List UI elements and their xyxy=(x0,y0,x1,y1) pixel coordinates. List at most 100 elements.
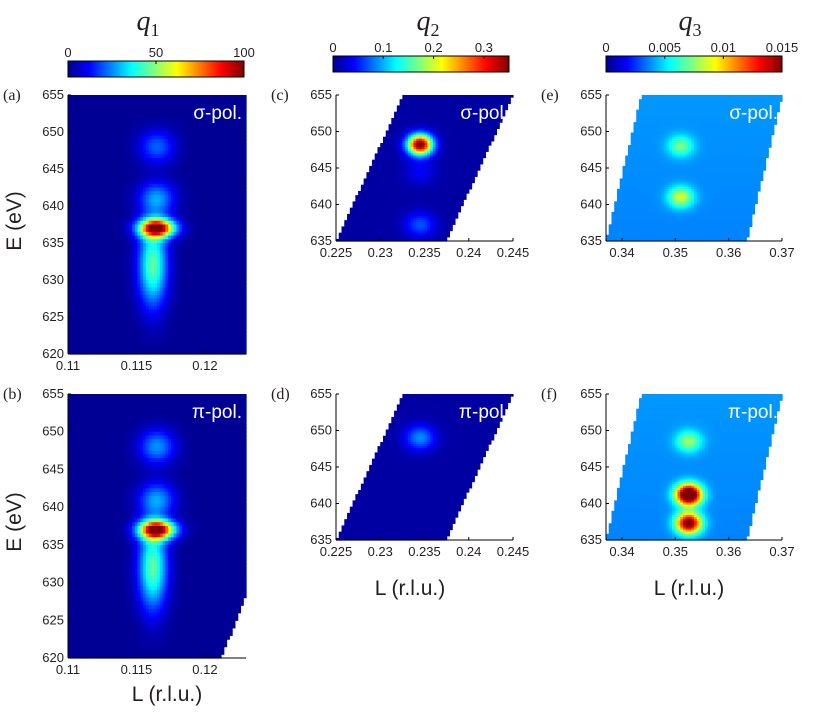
heatmap-cell xyxy=(201,231,205,237)
heatmap-cell xyxy=(176,261,180,266)
heatmap-cell xyxy=(90,187,94,192)
heatmap-cell xyxy=(120,257,125,263)
heatmap-cell xyxy=(68,302,72,307)
heatmap-cell xyxy=(157,135,161,140)
heatmap-cell xyxy=(212,124,217,129)
heatmap-cell xyxy=(243,165,247,170)
heatmap-cell xyxy=(76,169,80,174)
heatmap-cell xyxy=(229,161,233,166)
heatmap-cell xyxy=(179,313,183,318)
heatmap-cell xyxy=(232,220,236,226)
heatmap-cell xyxy=(173,265,178,270)
heatmap-cell xyxy=(170,102,175,107)
heatmap-cell xyxy=(87,183,91,189)
heatmap-cell xyxy=(182,328,186,333)
heatmap-cell xyxy=(229,320,233,325)
heatmap-cell xyxy=(137,183,141,189)
heatmap-cell xyxy=(209,206,214,211)
heatmap-cell xyxy=(198,335,203,340)
heatmap-cell xyxy=(226,305,230,311)
heatmap-cell xyxy=(148,268,153,274)
heatmap-cell xyxy=(179,169,183,174)
heatmap-cell xyxy=(198,243,203,248)
heatmap-cell xyxy=(195,317,200,322)
heatmap-cell xyxy=(76,298,80,303)
heatmap-cell xyxy=(184,191,189,196)
heatmap-cell xyxy=(165,102,169,107)
heatmap-cell xyxy=(179,206,183,211)
heatmap-cell xyxy=(81,220,86,226)
heatmap-cell xyxy=(104,320,108,325)
heatmap-cell xyxy=(187,305,191,311)
heatmap-cell xyxy=(151,268,155,274)
heatmap-cell xyxy=(68,194,72,200)
heatmap-cell xyxy=(95,272,100,277)
heatmap-cell xyxy=(81,161,86,166)
heatmap-cell xyxy=(198,172,203,177)
heatmap-cell xyxy=(70,180,75,185)
heatmap-cell xyxy=(165,239,169,244)
heatmap-cell xyxy=(184,132,189,137)
heatmap-cell xyxy=(151,328,155,333)
heatmap-cell xyxy=(240,320,244,325)
heatmap-cell xyxy=(154,265,158,270)
heatmap-cell xyxy=(237,220,242,226)
heatmap-cell xyxy=(151,176,155,181)
heatmap-cell xyxy=(209,235,214,240)
heatmap-cell xyxy=(145,302,150,307)
heatmap-cell xyxy=(134,261,139,266)
heatmap-cell xyxy=(140,98,144,103)
heatmap-cell xyxy=(131,117,136,122)
heatmap-cell xyxy=(212,276,217,281)
heatmap-cell xyxy=(106,194,111,200)
heatmap-cell xyxy=(223,250,228,255)
heatmap-cell xyxy=(237,169,242,174)
heatmap-cell xyxy=(151,117,155,122)
heatmap-cell xyxy=(112,309,116,314)
heatmap-cell xyxy=(129,180,133,185)
heatmap-cell xyxy=(101,198,105,203)
heatmap-cell xyxy=(234,287,239,292)
heatmap-cell xyxy=(118,250,122,255)
heatmap-cell xyxy=(154,98,158,103)
heatmap-cell xyxy=(90,320,94,325)
heatmap-cell xyxy=(109,250,114,255)
heatmap-cell xyxy=(204,198,208,203)
heatmap-cell xyxy=(90,276,94,281)
heatmap-cell xyxy=(129,139,133,144)
heatmap-cell xyxy=(104,202,108,207)
heatmap-cell xyxy=(215,339,219,344)
heatmap-cell xyxy=(145,239,150,244)
heatmap-cell xyxy=(207,128,211,133)
heatmap-cell xyxy=(106,339,111,344)
heatmap-cell xyxy=(240,250,244,255)
heatmap-cell xyxy=(93,139,97,144)
heatmap-cell xyxy=(193,117,197,122)
heatmap-cell xyxy=(123,280,128,285)
heatmap-cell xyxy=(162,324,166,329)
heatmap-cell xyxy=(87,320,91,325)
heatmap-cell xyxy=(226,331,230,337)
heatmap-cell xyxy=(170,157,175,163)
heatmap-cell xyxy=(106,183,111,189)
heatmap-cell xyxy=(243,161,247,166)
heatmap-cell xyxy=(173,291,178,296)
heatmap-cell xyxy=(195,280,200,285)
heatmap-cell xyxy=(232,243,236,248)
heatmap-cell xyxy=(118,165,122,170)
heatmap-cell xyxy=(87,328,91,333)
heatmap-cell xyxy=(162,98,166,103)
heatmap-cell xyxy=(182,331,186,337)
heatmap-cell xyxy=(232,283,236,288)
heatmap-cell xyxy=(76,194,80,200)
heatmap-cell xyxy=(98,176,102,181)
heatmap-cell xyxy=(187,169,191,174)
heatmap-cell xyxy=(218,139,222,144)
heatmap-cell xyxy=(140,339,144,344)
heatmap-cell xyxy=(140,217,144,222)
heatmap-cell xyxy=(101,254,105,259)
heatmap-cell xyxy=(90,313,94,318)
heatmap-cell xyxy=(93,265,97,270)
heatmap-cell xyxy=(81,250,86,255)
heatmap-cell xyxy=(179,135,183,140)
